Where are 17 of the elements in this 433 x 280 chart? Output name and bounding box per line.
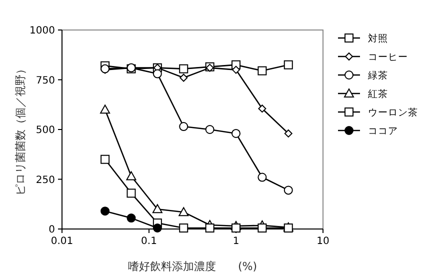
- y-tick-label: 750: [36, 75, 55, 86]
- x-tick-label: 0.1: [141, 236, 157, 247]
- y-tick-label: 250: [36, 174, 55, 186]
- x-tick-label: 1: [232, 236, 240, 247]
- y-axis-title: ピロリ菌菌数（個／視野）: [14, 64, 27, 196]
- x-tick-label: 0.01: [50, 236, 74, 247]
- y-tick-label: 0: [48, 224, 55, 236]
- legend-label: 緑茶: [367, 70, 388, 82]
- y-tick-label: 1000: [30, 26, 55, 36]
- legend-label: コーヒー: [368, 52, 408, 63]
- legend-label: 対照: [368, 32, 388, 44]
- legend-label: ココア: [368, 126, 398, 137]
- x-tick-label: 10: [316, 236, 330, 247]
- legend-label: ウーロン茶: [368, 106, 418, 118]
- legend-label: 紅茶: [368, 88, 388, 100]
- x-axis-title: 嗜好飲料添加濃度 (%): [128, 260, 258, 273]
- y-tick-label: 500: [36, 125, 55, 136]
